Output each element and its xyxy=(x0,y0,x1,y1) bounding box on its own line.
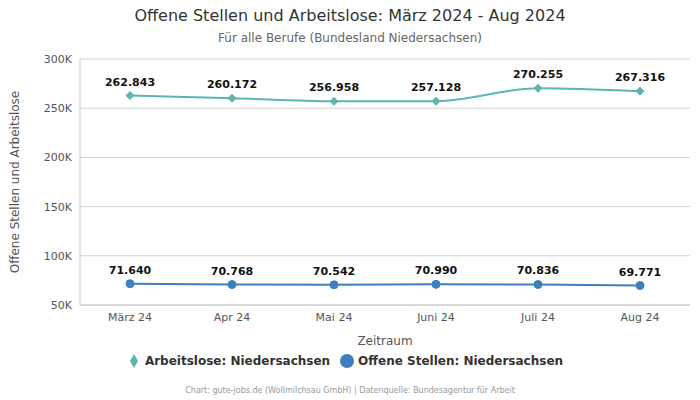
svg-text:Apr 24: Apr 24 xyxy=(214,311,251,324)
svg-text:262.843: 262.843 xyxy=(105,76,155,89)
html-text:Chart: gute-jobs.de (Wollmilch: Chart: gute-jobs.de (Wollmilchsau GmbH) … xyxy=(185,386,515,395)
svg-text:70.542: 70.542 xyxy=(313,265,355,278)
svg-text:150K: 150K xyxy=(44,201,73,214)
svg-text:200K: 200K xyxy=(44,151,73,164)
html-text:Offene Stellen: Niedersachsen: Offene Stellen: Niedersachsen xyxy=(358,354,564,368)
svg-text:Aug 24: Aug 24 xyxy=(621,311,660,324)
svg-text:50K: 50K xyxy=(51,299,73,312)
svg-text:100K: 100K xyxy=(44,250,73,263)
svg-text:260.172: 260.172 xyxy=(207,78,257,91)
svg-text:300K: 300K xyxy=(44,53,73,66)
svg-text:Mai 24: Mai 24 xyxy=(316,311,353,324)
html-text:Für alle Berufe (Bundesland Ni: Für alle Berufe (Bundesland Niedersachse… xyxy=(218,31,482,45)
svg-text:Offene Stellen und Arbeitslose: Offene Stellen und Arbeitslose xyxy=(8,91,22,273)
svg-text:257.128: 257.128 xyxy=(411,81,461,94)
svg-text:70.990: 70.990 xyxy=(415,264,458,277)
svg-text:Juni 24: Juni 24 xyxy=(416,311,455,324)
svg-text:250K: 250K xyxy=(44,102,73,115)
svg-text:März 24: März 24 xyxy=(108,311,152,324)
svg-text:Juli 24: Juli 24 xyxy=(520,311,555,324)
svg-text:Zeitraum: Zeitraum xyxy=(357,334,412,348)
svg-text:256.958: 256.958 xyxy=(309,81,359,94)
svg-text:270.255: 270.255 xyxy=(513,68,563,81)
html-text:Offene Stellen und Arbeitslose: Offene Stellen und Arbeitslose: März 202… xyxy=(134,6,566,25)
html-text:Arbeitslose: Niedersachsen: Arbeitslose: Niedersachsen xyxy=(144,354,331,368)
svg-text:70.836: 70.836 xyxy=(517,264,560,277)
svg-text:69.771: 69.771 xyxy=(619,266,661,279)
svg-text:71.640: 71.640 xyxy=(109,264,152,277)
svg-text:267.316: 267.316 xyxy=(615,71,665,84)
svg-text:70.768: 70.768 xyxy=(211,265,253,278)
